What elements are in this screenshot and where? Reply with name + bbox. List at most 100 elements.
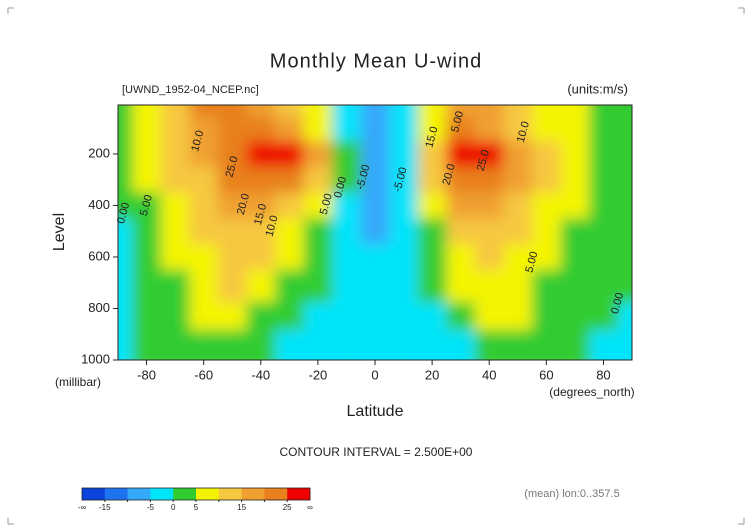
cell: [189, 218, 219, 245]
cell: [303, 166, 333, 194]
cell: [474, 330, 504, 360]
cell: [217, 330, 247, 360]
y-tick-label: 600: [88, 248, 110, 263]
subtitle: [UWND_1952-04_NCEP.nc]: [122, 84, 259, 96]
contour-label: 5.00: [138, 194, 155, 218]
cell: [160, 192, 190, 219]
cell: [360, 330, 390, 360]
cell: [389, 192, 419, 219]
cell: [589, 269, 619, 303]
cell: [617, 269, 632, 303]
cell: [160, 141, 190, 168]
contour-label: 10.0: [515, 120, 532, 144]
colorbar-swatch: [150, 488, 174, 500]
cell: [474, 218, 504, 245]
cell: [189, 330, 219, 360]
x-tick-label: -60: [194, 367, 213, 382]
x-tick-label: 80: [596, 367, 610, 382]
contour-label: 5.00: [523, 250, 540, 274]
cell: [589, 192, 619, 219]
cell: [474, 166, 504, 194]
cell: [503, 244, 533, 271]
cell: [160, 244, 190, 271]
colorbar-label: -15: [99, 503, 111, 512]
cell: [332, 192, 362, 219]
cell: [275, 166, 305, 194]
cell: [532, 141, 562, 168]
cell: [246, 192, 276, 219]
cell: [417, 116, 447, 142]
cell: [560, 330, 590, 360]
x-axis-label: Latitude: [347, 403, 404, 420]
cell: [560, 166, 590, 194]
cell: [617, 330, 632, 360]
cell: [617, 218, 632, 245]
cell: [446, 141, 476, 168]
x-tick-label: 60: [539, 367, 553, 382]
cell: [617, 244, 632, 271]
cell: [503, 166, 533, 194]
cell: [503, 116, 533, 142]
colorbar-swatch: [196, 488, 220, 500]
cell: [532, 330, 562, 360]
cell: [246, 141, 276, 168]
cell: [446, 330, 476, 360]
cell: [275, 116, 305, 142]
cell: [189, 141, 219, 168]
cell: [474, 269, 504, 303]
cell: [303, 141, 333, 168]
cell: [474, 192, 504, 219]
cell: [189, 269, 219, 303]
cell: [389, 269, 419, 303]
cell: [160, 330, 190, 360]
x-tick-label: -20: [308, 367, 327, 382]
cell: [132, 116, 162, 142]
cell: [132, 330, 162, 360]
cell: [189, 166, 219, 194]
y-tick-label: 200: [88, 145, 110, 160]
cell: [360, 116, 390, 142]
cell: [303, 330, 333, 360]
cell: [217, 116, 247, 142]
contour-label: 10.0: [264, 214, 281, 238]
contour-label: 5.00: [449, 110, 466, 134]
colorbar-swatch: [104, 488, 128, 500]
cell: [503, 218, 533, 245]
cell: [446, 192, 476, 219]
field-clip: [118, 105, 632, 360]
cell: [332, 218, 362, 245]
cell: [303, 192, 333, 219]
cell: [560, 141, 590, 168]
cell: [417, 166, 447, 194]
cell: [474, 244, 504, 271]
cell: [560, 244, 590, 271]
cell: [275, 218, 305, 245]
cell: [417, 192, 447, 219]
cell: [303, 269, 333, 303]
cell: [217, 269, 247, 303]
cell: [503, 330, 533, 360]
cell: [532, 166, 562, 194]
cell: [560, 218, 590, 245]
contour-label: 0.00: [115, 201, 132, 225]
colorbar-swatch: [241, 488, 265, 500]
cell: [275, 141, 305, 168]
colorbar-label: 5: [194, 503, 199, 512]
cell: [160, 218, 190, 245]
cell: [246, 330, 276, 360]
cell: [560, 116, 590, 142]
cell: [360, 192, 390, 219]
contour-label: 5.00: [318, 192, 335, 216]
colorbar-label: -5: [147, 503, 155, 512]
cell: [118, 269, 133, 303]
cell: [217, 166, 247, 194]
cell: [332, 166, 362, 194]
cell: [217, 141, 247, 168]
cell: [246, 244, 276, 271]
cell: [474, 116, 504, 142]
cell: [246, 218, 276, 245]
cell: [617, 166, 632, 194]
colorbar-swatch: [287, 488, 311, 500]
cell: [118, 141, 133, 168]
